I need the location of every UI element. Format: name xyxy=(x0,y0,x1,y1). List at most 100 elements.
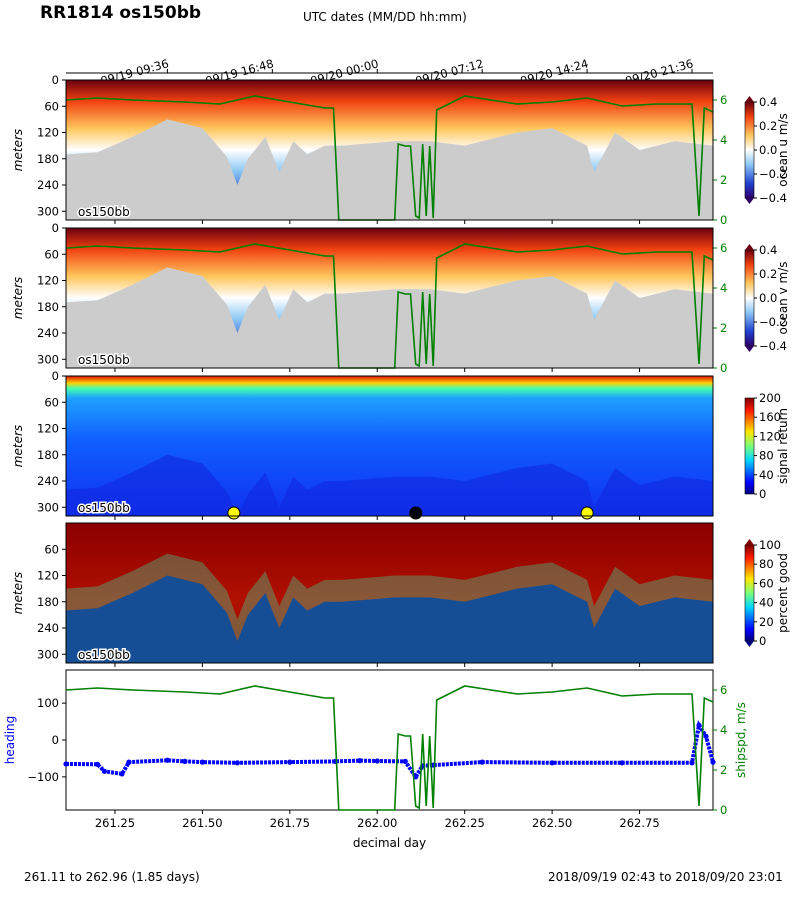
panel-5-right-tick-1: 4 xyxy=(720,723,727,737)
heading-point-4 xyxy=(126,759,132,765)
panel-2-colorbar-tick-1: 0.2 xyxy=(759,267,777,281)
heading-point-8 xyxy=(234,760,240,766)
panel-3-y-tick-0: 0 xyxy=(52,369,59,383)
panel-2-y-tick-3: 180 xyxy=(37,300,59,314)
panel-5-x-tick-3: 262.00 xyxy=(357,816,397,830)
panel-5-left-tick-0: 100 xyxy=(37,696,59,710)
panel-4-colorbar-tick-0: 100 xyxy=(759,538,781,552)
heading-point-13 xyxy=(402,758,408,764)
panel-2-colorbar-tick-3: −0.2 xyxy=(759,315,787,329)
panel-1-y-tick-5: 300 xyxy=(37,204,59,218)
heading-point-19 xyxy=(619,760,625,766)
panel-5-x-tick-0: 261.25 xyxy=(95,816,135,830)
panel-3-colorbar-tick-0: 200 xyxy=(759,391,781,405)
panel-3-y-tick-3: 180 xyxy=(37,448,59,462)
heading-point-7 xyxy=(199,759,205,765)
panel-4-colorbar xyxy=(744,544,755,642)
heading-point-3 xyxy=(119,771,125,777)
panel-5-xlabel: decimal day xyxy=(353,836,426,850)
panel-1-right-tick-2: 2 xyxy=(720,173,727,187)
panel-3-marker-0 xyxy=(227,506,241,520)
panel-4-y-tick-4: 300 xyxy=(37,647,59,661)
panel-4-transition-band xyxy=(66,553,713,663)
panel-3-colorbar-tick-4: 40 xyxy=(759,468,774,482)
panel-4-frame xyxy=(65,522,714,664)
panel-4-y-tick-1: 120 xyxy=(37,569,59,583)
panel-3-colorbar-tick-5: 0 xyxy=(759,487,766,501)
colorbar-extend-bottom xyxy=(745,346,754,352)
panel-2-colorbar-tick-4: −0.4 xyxy=(759,339,787,353)
heading-point-5 xyxy=(164,757,171,763)
panel-1-colorbar-tick-1: 0.2 xyxy=(759,119,777,133)
top-axis-label: UTC dates (MM/DD hh:mm) xyxy=(303,10,467,24)
panel-2-right-tick-1: 4 xyxy=(720,281,727,295)
heading-point-2 xyxy=(101,768,108,774)
heading-point-12 xyxy=(374,758,380,764)
heading-point-23 xyxy=(710,759,716,765)
panel-1-colorbar-tick-4: −0.4 xyxy=(759,191,787,205)
panel-5-right-tick-0: 6 xyxy=(720,683,727,697)
colorbar-extend-bottom xyxy=(745,641,754,647)
panel-3-y-tick-5: 300 xyxy=(37,500,59,514)
panel-2-ship-speed-line xyxy=(65,243,714,369)
panel-4-colorbar-tick-2: 60 xyxy=(759,576,774,590)
panel-1-right-tick-3: 0 xyxy=(720,213,727,227)
panel-5-x-tick-6: 262.75 xyxy=(619,816,659,830)
panel-4-colorbar-tick-1: 80 xyxy=(759,557,774,571)
heading-point-9 xyxy=(287,759,293,765)
panel-5-right-tick-3: 0 xyxy=(720,803,727,817)
panel-2-right-tick-2: 2 xyxy=(720,321,727,335)
panel-3-colorbar-label: signal return xyxy=(776,408,790,484)
panel-3-label: os150bb xyxy=(78,501,130,515)
panel-2-y-tick-0: 0 xyxy=(52,221,59,235)
panel-1-y-tick-2: 120 xyxy=(37,126,59,140)
panel-1-colorbar xyxy=(744,101,755,199)
heading-point-20 xyxy=(689,760,695,766)
panel-2-colorbar-label: ocean v m/s xyxy=(776,262,790,335)
panel-1-frame xyxy=(65,79,714,221)
panel-5-right-tick-2: 2 xyxy=(720,763,727,777)
heading-point-17 xyxy=(479,759,485,765)
panel-2-ylabel: meters xyxy=(11,277,25,319)
panel-3-colorbar xyxy=(744,397,755,495)
panel-2-bottom-mask xyxy=(66,267,713,368)
panel-3-colorbar-tick-1: 160 xyxy=(759,410,781,424)
footer-left: 261.11 to 262.96 (1.85 days) xyxy=(24,870,200,884)
chart-title: RR1814 os150bb xyxy=(40,3,202,23)
panel-1-right-tick-0: 6 xyxy=(720,93,727,107)
panel-4-y-tick-0: 60 xyxy=(44,542,59,556)
panel-2-colorbar-tick-2: 0.0 xyxy=(759,291,777,305)
panel-4-colorbar-tick-4: 20 xyxy=(759,615,774,629)
panel-2-right-tick-0: 6 xyxy=(720,241,727,255)
panel-1-y-tick-3: 180 xyxy=(37,152,59,166)
heading-point-21 xyxy=(696,722,702,728)
panel-3-marker-1 xyxy=(409,506,423,520)
panel-3-colorbar-tick-2: 120 xyxy=(759,429,781,443)
panel-1-y-tick-1: 60 xyxy=(44,99,59,113)
panel-4-colorbar-tick-3: 40 xyxy=(759,596,774,610)
heading-point-18 xyxy=(549,760,555,766)
panel-5-x-tick-5: 262.50 xyxy=(532,816,572,830)
panel-4-low-percent-region xyxy=(66,575,713,663)
panel-3-frame xyxy=(65,375,714,517)
panel-4-colorbar-tick-5: 0 xyxy=(759,634,766,648)
panel-1-right-tick-1: 4 xyxy=(720,133,727,147)
colorbar-extend-top xyxy=(745,96,754,102)
panel-2-y-tick-1: 60 xyxy=(44,247,59,261)
panel-2-colorbar-tick-0: 0.4 xyxy=(759,243,777,257)
panel-5-x-tick-4: 262.25 xyxy=(445,816,485,830)
panel-1-y-tick-0: 0 xyxy=(52,73,59,87)
panel-3-y-tick-1: 60 xyxy=(44,395,59,409)
heading-point-11 xyxy=(357,758,363,764)
panel-4-y-tick-3: 240 xyxy=(37,621,59,635)
panel-4-y-tick-2: 180 xyxy=(37,595,59,609)
panel-3-colorbar-tick-3: 80 xyxy=(759,449,774,463)
panel-5-x-tick-2: 261.75 xyxy=(270,816,310,830)
panel-5-right-label: shipspd, m/s xyxy=(734,702,748,778)
colorbar-extend-top xyxy=(745,244,754,250)
panel-1-ylabel: meters xyxy=(11,129,25,171)
panel-2-label: os150bb xyxy=(78,353,130,367)
panel-5-left-tick-1: 0 xyxy=(52,733,59,747)
panel-2-y-tick-2: 120 xyxy=(37,274,59,288)
